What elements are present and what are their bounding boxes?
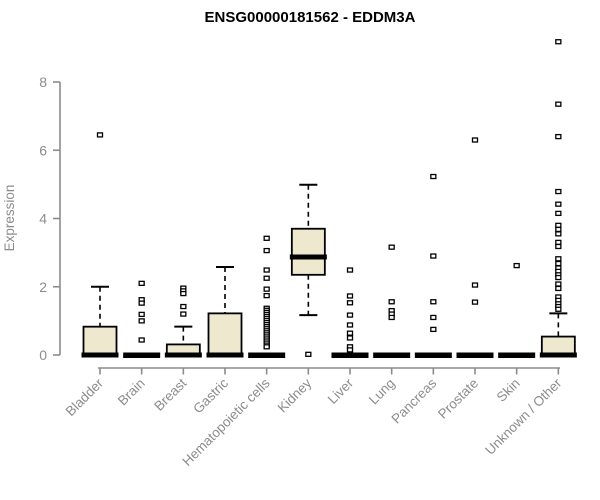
- outlier-point: [180, 290, 187, 297]
- outlier-point: [263, 275, 270, 281]
- outlier-point: [263, 344, 270, 350]
- y-tick-label: 8: [39, 74, 47, 90]
- y-axis-title: Expression: [2, 185, 17, 252]
- outlier-point: [346, 293, 354, 299]
- zero-bar: [331, 352, 369, 358]
- outlier-point: [555, 239, 562, 246]
- x-category-label: Gastric: [190, 375, 231, 416]
- x-category-label: Skin: [494, 376, 523, 405]
- x-category-label: Brain: [115, 376, 148, 409]
- outlier-point: [555, 101, 562, 107]
- box: [207, 312, 243, 356]
- outlier-point: [96, 132, 104, 138]
- x-category-label: Bladder: [63, 375, 107, 419]
- box-group-unknown-other: [539, 39, 577, 358]
- outlier-point: [555, 222, 562, 228]
- outlier-point: [555, 243, 562, 250]
- x-category-label: Kidney: [275, 375, 315, 415]
- x-category-label: Lung: [366, 376, 398, 408]
- outlier-point: [471, 282, 479, 288]
- outlier-point: [388, 299, 395, 305]
- outlier-point: [513, 262, 520, 269]
- outlier-point: [263, 247, 270, 254]
- box-group-kidney: [289, 183, 327, 357]
- zero-bar: [123, 352, 161, 358]
- outlier-point: [555, 281, 562, 287]
- outlier-point: [346, 330, 354, 336]
- outlier-point: [430, 253, 437, 259]
- outlier-point: [555, 210, 562, 217]
- outlier-point: [471, 299, 479, 305]
- x-category-label: Breast: [151, 375, 189, 413]
- outlier-point: [555, 274, 562, 281]
- box: [290, 227, 326, 276]
- outlier-point: [555, 231, 562, 237]
- box-group-brain: [123, 280, 161, 358]
- outlier-point: [305, 351, 312, 357]
- x-category-label: Prostate: [435, 376, 481, 422]
- zero-bar: [498, 352, 536, 358]
- box-group-breast: [164, 285, 202, 358]
- x-category-label: Pancreas: [389, 375, 440, 426]
- outlier-point: [138, 280, 145, 286]
- box-group-hematopoietic-cells: [248, 235, 286, 358]
- y-tick-label: 2: [39, 279, 47, 295]
- outlier-point: [388, 314, 395, 321]
- outlier-point: [263, 286, 270, 292]
- boxplot-series-group: [81, 39, 577, 358]
- outlier-point: [346, 335, 354, 341]
- outlier-point: [555, 39, 562, 45]
- outlier-point: [346, 267, 354, 273]
- outlier-point: [555, 260, 562, 267]
- box: [540, 335, 576, 356]
- zero-bar: [456, 352, 494, 358]
- outlier-point: [138, 311, 145, 318]
- box-group-skin: [498, 262, 536, 358]
- outlier-point: [263, 267, 270, 273]
- outlier-point: [555, 188, 562, 195]
- outlier-point: [138, 300, 145, 306]
- outlier-point: [263, 292, 270, 299]
- zero-bar: [373, 352, 411, 358]
- outlier-point: [555, 285, 562, 292]
- outlier-point: [388, 244, 395, 250]
- outlier-point: [555, 201, 562, 207]
- outlier-point: [555, 306, 562, 312]
- outlier-point: [263, 235, 270, 241]
- box-group-bladder: [81, 132, 119, 358]
- outlier-point: [430, 326, 437, 333]
- outlier-point: [430, 299, 437, 305]
- y-tick-label: 0: [39, 347, 47, 363]
- outlier-point: [180, 303, 187, 310]
- x-category-label: Unknown / Other: [482, 375, 565, 458]
- outlier-point: [555, 133, 562, 140]
- chart-title: ENSG00000181562 - EDDM3A: [205, 9, 416, 26]
- box-group-prostate: [456, 137, 494, 358]
- zero-bar: [248, 352, 286, 358]
- outlier-point: [555, 256, 562, 262]
- box-group-gastric: [206, 265, 244, 358]
- box-group-pancreas: [414, 173, 452, 358]
- box-group-liver: [331, 267, 369, 358]
- box: [82, 325, 118, 356]
- y-tick-label: 6: [39, 142, 47, 158]
- outlier-point: [430, 314, 437, 321]
- outlier-point: [346, 312, 354, 318]
- outlier-point: [430, 173, 437, 180]
- outlier-point: [346, 322, 354, 328]
- outlier-point: [138, 337, 145, 343]
- outlier-point: [471, 137, 479, 143]
- box-group-lung: [373, 244, 411, 358]
- outlier-point: [346, 300, 354, 306]
- y-tick-label: 4: [39, 211, 47, 227]
- outlier-point: [346, 347, 354, 353]
- x-category-label: Liver: [325, 375, 357, 407]
- outlier-point: [180, 311, 187, 317]
- outlier-point: [555, 226, 562, 233]
- outlier-point: [138, 318, 145, 324]
- zero-bar: [414, 352, 452, 358]
